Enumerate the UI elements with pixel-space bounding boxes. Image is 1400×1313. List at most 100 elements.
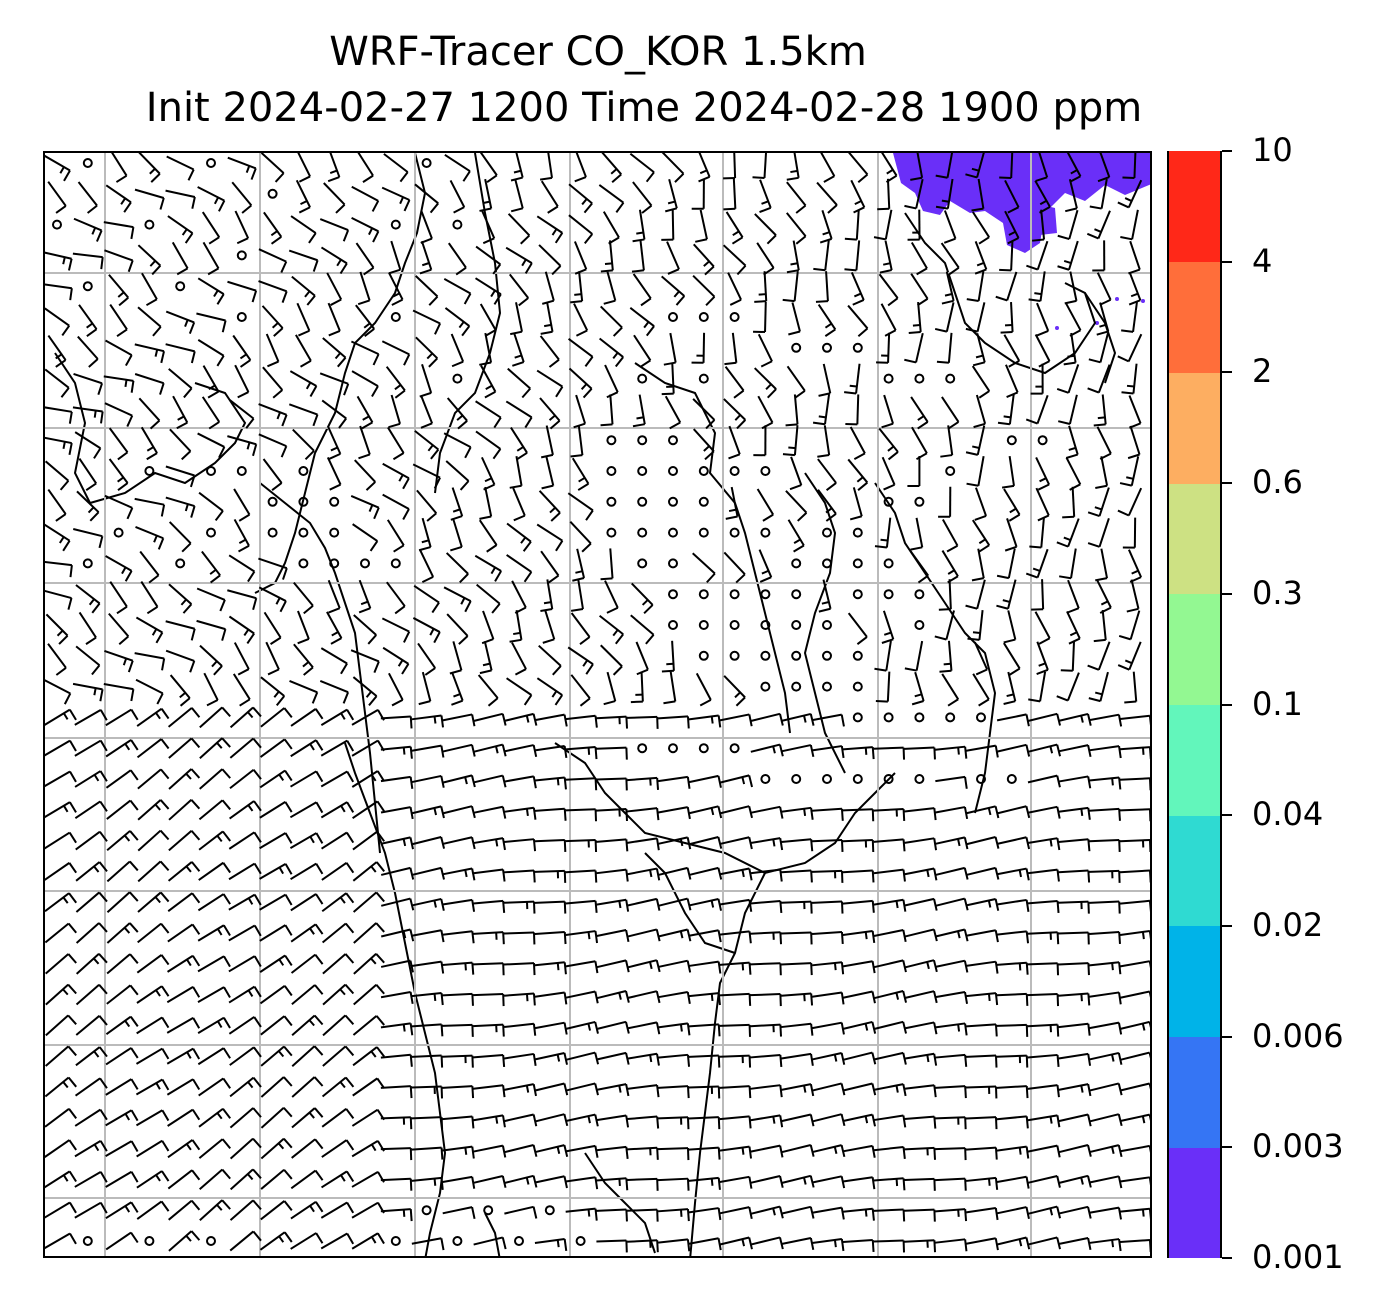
wind-barb xyxy=(534,1238,568,1252)
wind-barb xyxy=(136,985,170,1004)
wind-barb xyxy=(781,962,813,976)
tracer-area xyxy=(1095,321,1099,325)
wind-barb xyxy=(938,579,952,611)
wind-barb xyxy=(935,928,969,942)
colorbar-tick-label: 0.001 xyxy=(1252,1238,1344,1276)
wind-barb xyxy=(567,646,594,675)
wind-barb xyxy=(1058,1022,1091,1036)
wind-barb xyxy=(1093,394,1107,427)
wind-barb xyxy=(574,153,587,183)
wind-barb xyxy=(811,900,844,914)
wind-barb xyxy=(1027,712,1062,726)
coastline xyxy=(803,472,846,774)
wind-barb xyxy=(534,869,567,883)
wind-barb xyxy=(996,1115,1029,1129)
wind-barb xyxy=(380,715,413,729)
wind-barb-calm xyxy=(236,466,247,476)
wind-barb-calm xyxy=(852,681,863,692)
wind-barb xyxy=(538,490,561,522)
wind-barb-calm xyxy=(791,620,802,630)
wind-barb xyxy=(259,863,293,880)
wind-barb xyxy=(1058,775,1092,789)
wind-barb xyxy=(72,406,104,424)
wind-barb xyxy=(568,183,593,214)
wind-barb xyxy=(540,302,554,335)
wind-barb xyxy=(352,676,378,707)
wind-barb-calm xyxy=(544,1205,555,1216)
wind-barb xyxy=(842,808,875,822)
wind-barb xyxy=(966,898,1000,911)
wind-barb xyxy=(688,1207,722,1221)
wind-barb xyxy=(105,1047,139,1066)
wind-barb xyxy=(536,369,564,398)
wind-barb xyxy=(388,272,404,306)
wind-barb-calm xyxy=(668,496,678,507)
wind-barb xyxy=(473,868,506,882)
wind-barb xyxy=(1097,153,1111,183)
wind-barb xyxy=(1003,334,1021,368)
colorbar-segment xyxy=(1169,483,1220,595)
wind-barb xyxy=(688,1146,721,1160)
wind-barb xyxy=(1027,1236,1061,1250)
wind-barb xyxy=(1005,364,1019,399)
wind-barb xyxy=(664,395,682,430)
wind-barb xyxy=(259,738,293,758)
wind-barb xyxy=(911,426,928,461)
wind-barb xyxy=(45,406,73,424)
wind-barb xyxy=(935,806,969,820)
wind-barb-calm xyxy=(206,527,216,538)
wind-barb xyxy=(322,337,347,368)
wind-barb xyxy=(1117,641,1142,671)
wind-barb xyxy=(420,210,433,244)
wind-barb xyxy=(381,186,411,212)
wind-barb-calm xyxy=(390,219,401,230)
wind-barb xyxy=(881,456,896,491)
wind-barb xyxy=(260,1137,293,1160)
wind-barb xyxy=(966,456,985,487)
wind-barb-calm xyxy=(1037,435,1048,446)
wind-barb xyxy=(781,869,813,883)
wind-barb xyxy=(1027,1023,1060,1037)
wind-barb-calm xyxy=(206,158,216,168)
wind-barb xyxy=(228,985,262,1004)
wind-barb xyxy=(904,1021,938,1035)
wind-barb-calm xyxy=(822,558,832,569)
wind-barb xyxy=(565,930,599,944)
wind-barb xyxy=(265,641,280,676)
wind-barb xyxy=(1058,1237,1092,1251)
wind-barb xyxy=(74,709,108,726)
wind-barb xyxy=(811,1238,845,1252)
wind-barb xyxy=(442,867,476,881)
wind-barb xyxy=(291,1014,324,1037)
wind-barb xyxy=(411,714,445,728)
wind-barb xyxy=(166,1047,201,1065)
wind-barb xyxy=(572,548,585,582)
wind-barb xyxy=(965,1176,999,1190)
map-panel[interactable] xyxy=(43,151,1152,1258)
wind-barb xyxy=(351,1108,385,1127)
wind-barb xyxy=(815,271,829,303)
wind-barb xyxy=(75,922,108,944)
colorbar-tick xyxy=(1222,1257,1232,1259)
wind-barb xyxy=(104,494,134,520)
colorbar-tick xyxy=(1222,1146,1232,1149)
wind-barb xyxy=(228,615,255,644)
wind-barb xyxy=(1058,712,1092,726)
wind-barb xyxy=(723,675,746,707)
wind-barb-calm xyxy=(914,496,925,507)
wind-barb xyxy=(104,649,134,673)
wind-barb xyxy=(1028,271,1046,303)
colorbar-segment xyxy=(1169,1036,1220,1148)
wind-barb-calm xyxy=(852,558,863,569)
wind-barb xyxy=(996,1085,1029,1099)
wind-barb xyxy=(1089,745,1122,759)
wind-barb-calm xyxy=(606,435,617,446)
wind-barb xyxy=(289,801,324,819)
wind-barb xyxy=(1058,1205,1092,1219)
wind-barb xyxy=(811,869,844,883)
wind-barb xyxy=(473,993,505,1007)
wind-barb xyxy=(74,1170,108,1188)
wind-barb xyxy=(940,425,954,458)
wind-barb xyxy=(565,990,599,1004)
wind-barb xyxy=(820,153,836,183)
